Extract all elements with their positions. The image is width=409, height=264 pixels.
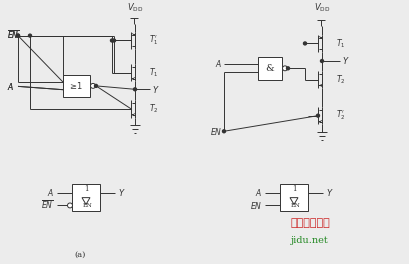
Text: $T_1$: $T_1$ bbox=[149, 67, 159, 79]
Circle shape bbox=[283, 66, 288, 71]
Circle shape bbox=[321, 59, 324, 63]
Text: $T_1'$: $T_1'$ bbox=[149, 34, 159, 47]
Text: 电子开发社区: 电子开发社区 bbox=[290, 218, 330, 229]
Text: $A$: $A$ bbox=[7, 81, 14, 92]
Bar bbox=[63, 75, 90, 97]
Circle shape bbox=[110, 39, 114, 42]
Text: $\overline{EN}$: $\overline{EN}$ bbox=[7, 30, 20, 42]
Circle shape bbox=[16, 34, 20, 37]
Text: $Y$: $Y$ bbox=[342, 55, 350, 67]
Circle shape bbox=[133, 88, 137, 91]
Text: $A$: $A$ bbox=[47, 187, 54, 198]
Text: $\overline{EN}$: $\overline{EN}$ bbox=[41, 199, 54, 211]
Circle shape bbox=[67, 203, 72, 208]
Circle shape bbox=[16, 34, 20, 37]
Text: $EN$: $EN$ bbox=[249, 200, 262, 211]
Text: $A$: $A$ bbox=[255, 187, 262, 198]
Text: $T_1$: $T_1$ bbox=[336, 37, 346, 50]
Text: $T_2$: $T_2$ bbox=[336, 73, 346, 86]
Text: $A$: $A$ bbox=[215, 58, 222, 69]
Bar bbox=[72, 184, 100, 211]
Circle shape bbox=[303, 42, 306, 45]
Circle shape bbox=[286, 67, 290, 70]
Text: $\overline{EN}$: $\overline{EN}$ bbox=[7, 30, 20, 42]
Text: jidu.net: jidu.net bbox=[291, 236, 329, 245]
Text: $A$: $A$ bbox=[7, 81, 14, 92]
Circle shape bbox=[222, 130, 225, 133]
Text: $Y$: $Y$ bbox=[118, 187, 126, 198]
Bar bbox=[258, 57, 282, 79]
Circle shape bbox=[112, 39, 115, 42]
Text: 1: 1 bbox=[84, 185, 88, 193]
Text: $V_{\rm DD}$: $V_{\rm DD}$ bbox=[127, 2, 143, 14]
Text: $Y$: $Y$ bbox=[326, 187, 334, 198]
Circle shape bbox=[94, 84, 97, 87]
Text: EN: EN bbox=[83, 203, 93, 208]
Text: EN: EN bbox=[291, 203, 301, 208]
Text: $V_{\rm DD}$: $V_{\rm DD}$ bbox=[314, 2, 330, 14]
Text: $T_2$: $T_2$ bbox=[149, 103, 159, 115]
Text: 1: 1 bbox=[292, 185, 296, 193]
Bar bbox=[280, 184, 308, 211]
Text: $\geq\!1$: $\geq\!1$ bbox=[68, 80, 83, 91]
Text: $Y$: $Y$ bbox=[152, 84, 160, 95]
Circle shape bbox=[317, 114, 319, 117]
Text: (a): (a) bbox=[74, 251, 86, 259]
Circle shape bbox=[90, 83, 95, 88]
Text: &: & bbox=[265, 64, 274, 73]
Circle shape bbox=[29, 34, 31, 37]
Text: $EN$: $EN$ bbox=[210, 126, 222, 137]
Text: $T_2'$: $T_2'$ bbox=[336, 109, 346, 122]
